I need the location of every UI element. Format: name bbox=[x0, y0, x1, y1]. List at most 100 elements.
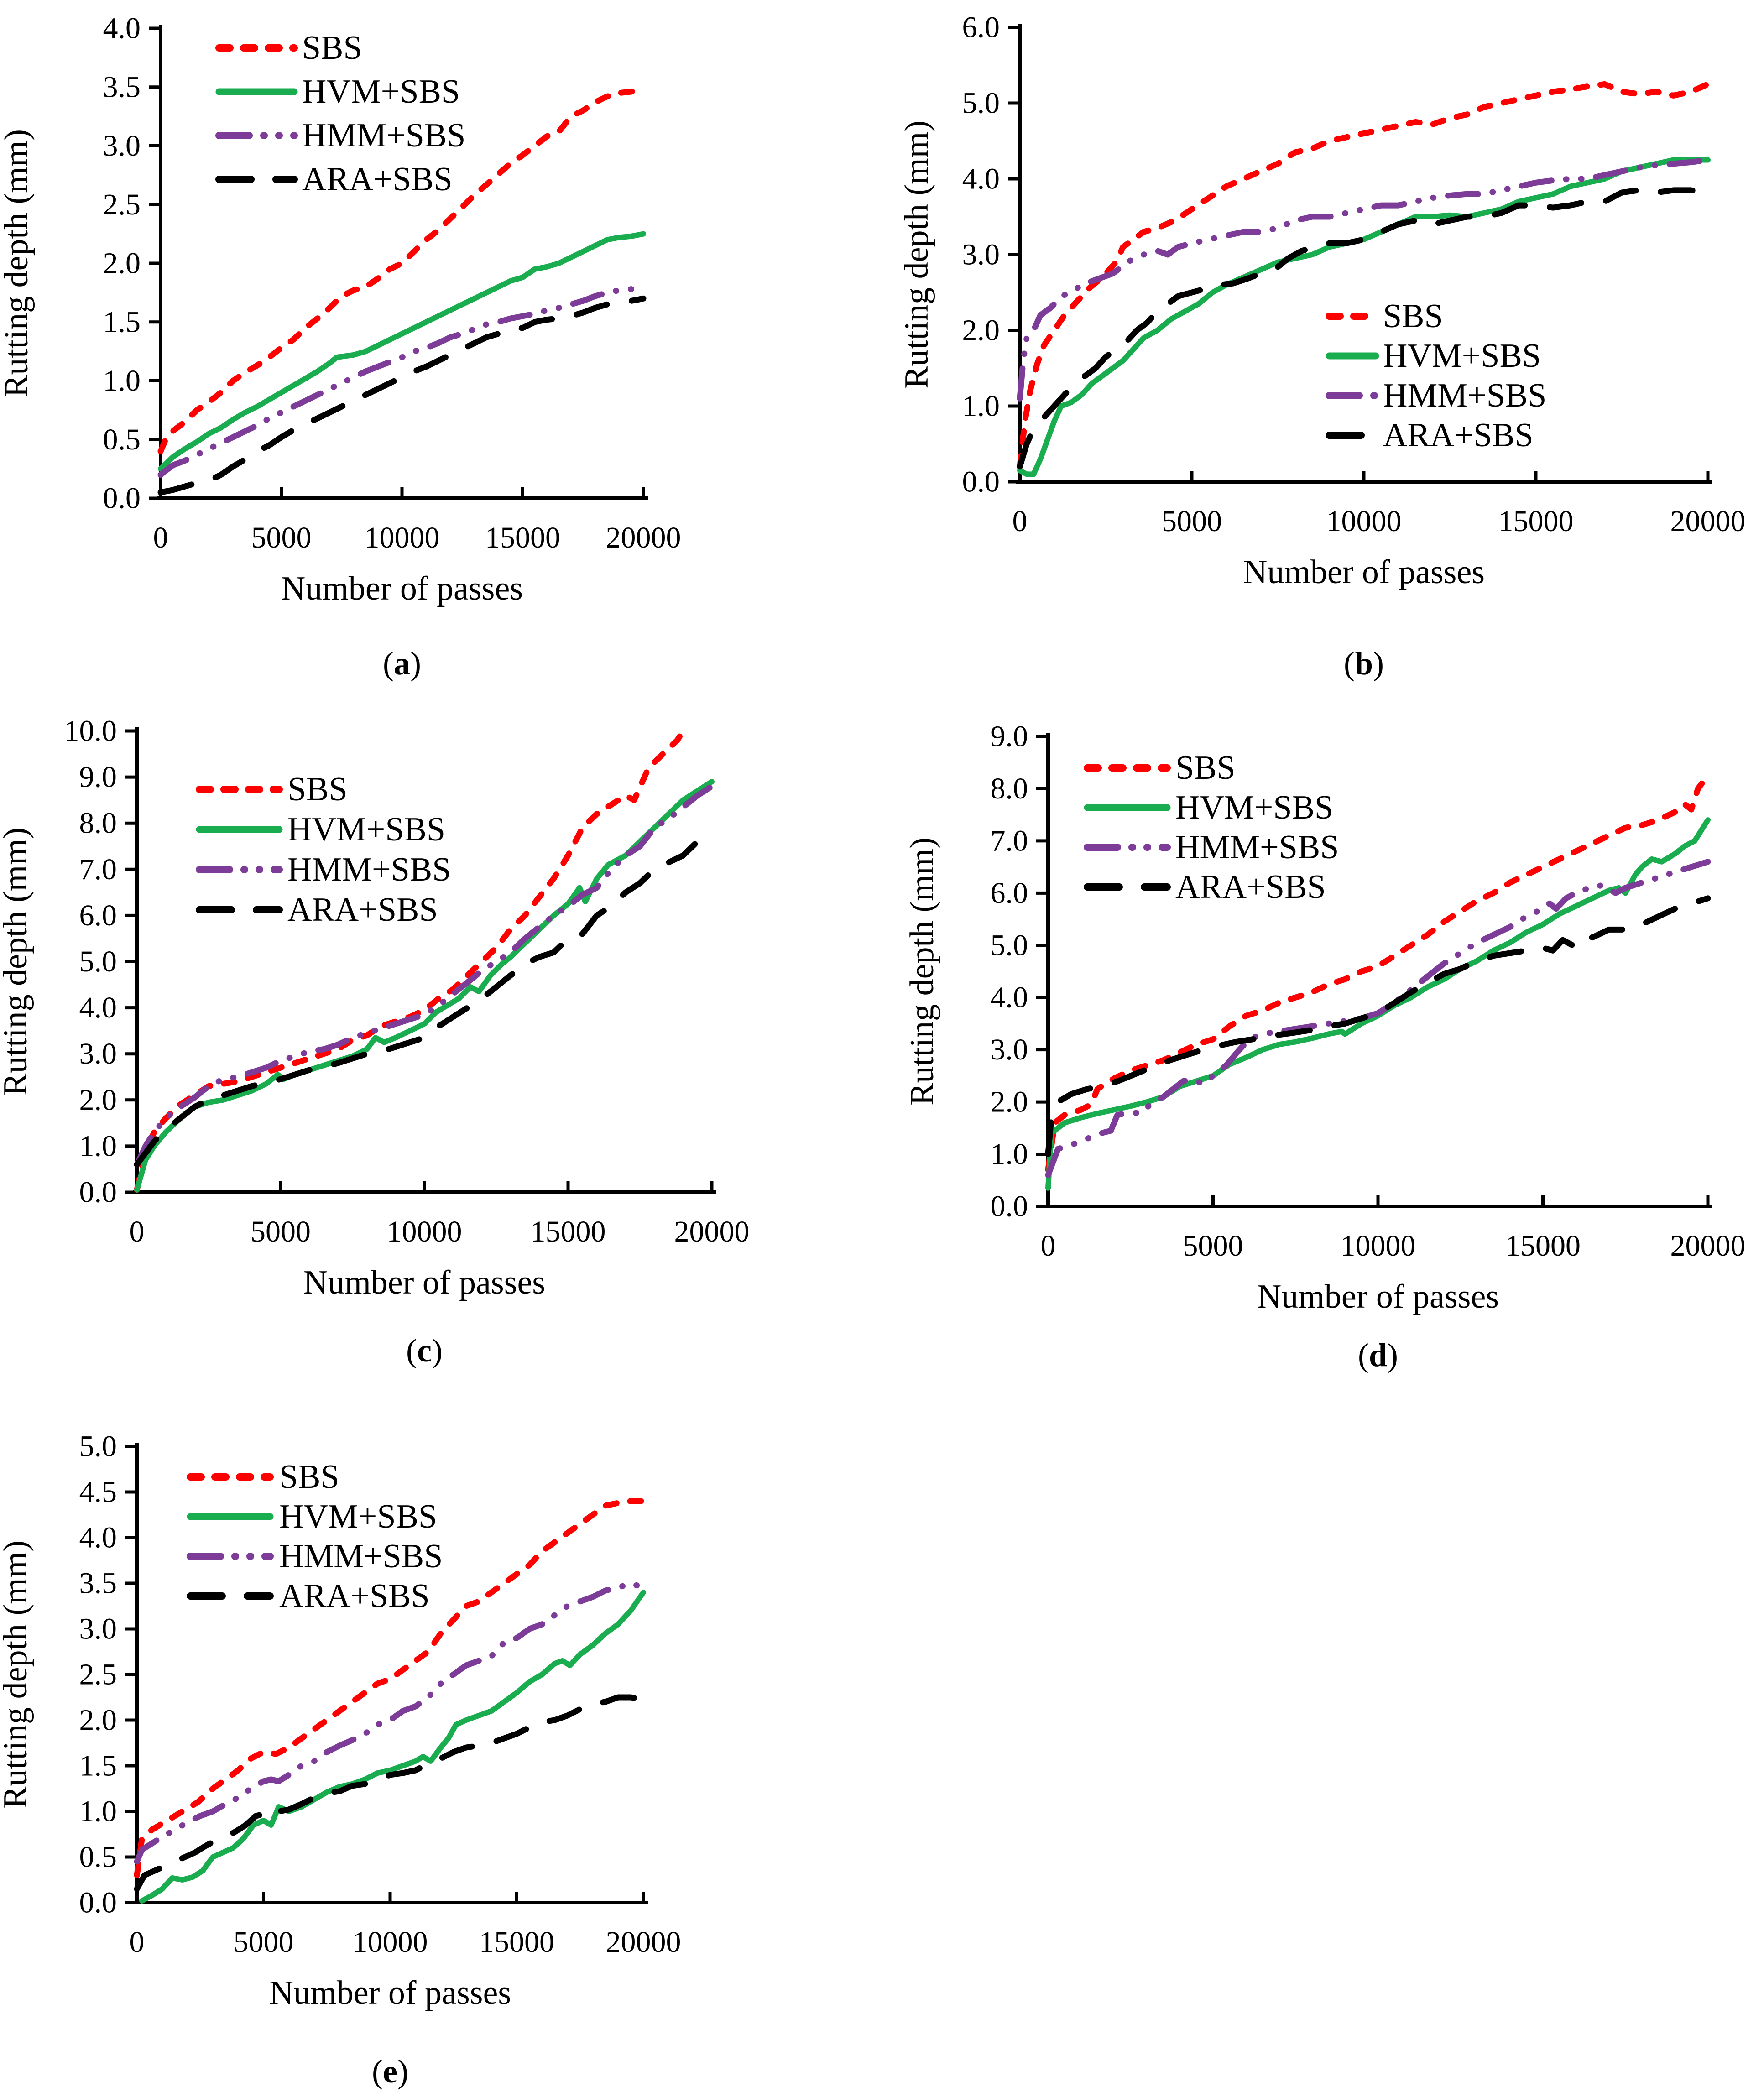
y-axis-title: Rutting depth (mm) bbox=[898, 120, 935, 389]
x-tick-label: 20000 bbox=[1670, 505, 1746, 538]
chart-c-legend-item-hmm: HMM+SBS bbox=[196, 851, 451, 888]
x-tick-label: 20000 bbox=[606, 521, 681, 554]
legend-label: ARA+SBS bbox=[302, 161, 453, 198]
chart-d-series-sbs-line bbox=[1045, 772, 1711, 1173]
chart-d-legend-item-sbs: SBS bbox=[1084, 749, 1236, 787]
chart-d-legend-item-ara: ARA+SBS bbox=[1084, 868, 1326, 906]
x-tick-label: 15000 bbox=[531, 1215, 606, 1248]
x-axis: 0 5000 10000 15000 20000 bbox=[130, 1181, 750, 1248]
y-tick-label: 3.0 bbox=[991, 1033, 1028, 1066]
y-tick-label: 5.0 bbox=[962, 87, 1000, 120]
x-axis-title: Number of passes bbox=[303, 1264, 545, 1301]
chart-a-series-hvm-line bbox=[158, 231, 646, 472]
y-tick-label: 0.0 bbox=[103, 482, 141, 515]
chart-caption: (a) bbox=[383, 645, 421, 682]
y-tick-label: 4.0 bbox=[103, 12, 141, 45]
y-tick-label: 8.0 bbox=[991, 772, 1028, 805]
chart-b-legend-item-ara: ARA+SBS bbox=[1326, 417, 1534, 454]
chart-e-svg: 0.0 0.5 1.0 1.5 2.0 2.5 3.0 3.5 4.0 4.5 5.0 0 5000 10… bbox=[0, 1430, 681, 2090]
chart-a-legend-item-hvm: HVM+SBS bbox=[215, 73, 460, 110]
legend-label: ARA+SBS bbox=[279, 1577, 430, 1615]
y-tick-label: 6.0 bbox=[79, 899, 117, 932]
x-tick-label: 10000 bbox=[1326, 505, 1402, 538]
y-tick-label: 3.0 bbox=[79, 1612, 117, 1646]
x-tick-label: 10000 bbox=[365, 521, 440, 554]
chart-e-legend-item-hmm: HMM+SBS bbox=[187, 1538, 443, 1575]
chart-b-legend-item-hvm: HVM+SBS bbox=[1326, 337, 1541, 375]
legend-label: SBS bbox=[1175, 749, 1236, 787]
chart-d-legend-item-hmm: HMM+SBS bbox=[1084, 829, 1339, 866]
y-tick-label: 9.0 bbox=[991, 720, 1028, 753]
y-tick-label: 0.0 bbox=[962, 465, 1000, 499]
plot-series bbox=[157, 84, 647, 496]
legend-label: HMM+SBS bbox=[287, 851, 451, 888]
y-tick-label: 8.0 bbox=[79, 807, 117, 840]
y-tick-label: 3.5 bbox=[103, 70, 141, 104]
x-tick-label: 0 bbox=[1012, 505, 1028, 538]
y-tick-label: 0.5 bbox=[103, 423, 141, 456]
legend-label: HVM+SBS bbox=[302, 73, 460, 110]
x-axis-title: Number of passes bbox=[1243, 553, 1485, 591]
y-tick-label: 0.0 bbox=[79, 1176, 117, 1209]
chart-e-series-ara-line bbox=[134, 1694, 647, 1892]
x-tick-label: 15000 bbox=[485, 521, 560, 554]
y-tick-label: 0.5 bbox=[79, 1841, 117, 1874]
x-axis: 0 5000 10000 15000 20000 bbox=[153, 487, 681, 554]
chart-c-cell: 0.0 1.0 2.0 3.0 4.0 5.0 6.0 7.0 8.0 9.0 10.0 0 5000 1… bbox=[0, 699, 882, 1398]
x-tick-label: 20000 bbox=[606, 1925, 681, 1959]
y-tick-label: 2.0 bbox=[962, 314, 1000, 347]
chart-d-cell: 0.0 1.0 2.0 3.0 4.0 5.0 6.0 7.0 8.0 9.0 0 5000 10000… bbox=[882, 699, 1764, 1398]
chart-a-cell: 0.0 0.5 1.0 1.5 2.0 2.5 3.0 3.5 4.0 0 5000 10000 150… bbox=[0, 0, 882, 699]
chart-a-series-sbs-line bbox=[157, 84, 647, 454]
y-tick-label: 1.0 bbox=[79, 1129, 117, 1163]
legend-label: HMM+SBS bbox=[302, 117, 465, 154]
x-axis: 0 5000 10000 15000 20000 bbox=[130, 1892, 681, 1959]
chart-d-legend-item-hvm: HVM+SBS bbox=[1084, 789, 1333, 826]
x-tick-label: 15000 bbox=[1505, 1229, 1581, 1262]
x-tick-label: 15000 bbox=[479, 1925, 554, 1959]
chart-b-series-ara-line bbox=[1017, 187, 1711, 470]
x-axis: 0 5000 10000 15000 20000 bbox=[1041, 1195, 1746, 1262]
legend-label: HVM+SBS bbox=[279, 1498, 437, 1535]
chart-c-legend-item-sbs: SBS bbox=[196, 771, 348, 808]
x-tick-label: 5000 bbox=[251, 1215, 311, 1248]
x-tick-label: 20000 bbox=[1670, 1229, 1746, 1262]
chart-a-legend-item-hmm: HMM+SBS bbox=[215, 117, 465, 154]
chart-a-series-ara-line bbox=[157, 295, 647, 496]
chart-c-series-hvm-line bbox=[134, 779, 715, 1193]
chart-e-legend-item-sbs: SBS bbox=[187, 1458, 339, 1496]
x-tick-label: 5000 bbox=[1162, 505, 1222, 538]
chart-b-legend-item-sbs: SBS bbox=[1326, 297, 1443, 335]
chart-d-series-ara-line bbox=[1045, 895, 1711, 1158]
y-tick-label: 3.0 bbox=[962, 238, 1000, 271]
legend-label: HVM+SBS bbox=[1383, 337, 1541, 375]
plot-series bbox=[134, 1498, 647, 1904]
y-tick-label: 4.0 bbox=[962, 162, 1000, 196]
x-tick-label: 0 bbox=[1041, 1229, 1056, 1262]
x-tick-label: 15000 bbox=[1498, 505, 1574, 538]
y-axis: 0.0 1.0 2.0 3.0 4.0 5.0 6.0 bbox=[962, 11, 1020, 499]
legend-label: HVM+SBS bbox=[287, 811, 445, 848]
chart-b-cell: 0.0 1.0 2.0 3.0 4.0 5.0 6.0 0 5000 10000 15000 2000… bbox=[882, 0, 1764, 699]
y-tick-label: 7.0 bbox=[79, 853, 117, 886]
y-tick-label: 5.0 bbox=[79, 1430, 117, 1463]
legend-label: SBS bbox=[1383, 297, 1443, 335]
chart-c-svg: 0.0 1.0 2.0 3.0 4.0 5.0 6.0 7.0 8.0 9.0 10.0 0 5000 1… bbox=[0, 715, 750, 1369]
y-axis: 0.0 0.5 1.0 1.5 2.0 2.5 3.0 3.5 4.0 4.5 5.0 bbox=[79, 1430, 137, 1920]
y-tick-label: 1.0 bbox=[103, 364, 141, 397]
y-tick-label: 1.5 bbox=[79, 1749, 117, 1783]
legend-label: HMM+SBS bbox=[1175, 829, 1339, 866]
y-axis-title: Rutting depth (mm) bbox=[0, 1540, 34, 1809]
chart-d-series-hvm-line bbox=[1045, 817, 1711, 1191]
y-tick-label: 5.0 bbox=[79, 945, 117, 978]
chart-b-legend-item-hmm: HMM+SBS bbox=[1326, 377, 1546, 414]
x-tick-label: 5000 bbox=[1183, 1229, 1243, 1262]
y-tick-label: 1.0 bbox=[962, 390, 1000, 423]
y-tick-label: 2.0 bbox=[79, 1083, 117, 1116]
y-tick-label: 2.0 bbox=[991, 1085, 1028, 1119]
y-axis: 0.0 1.0 2.0 3.0 4.0 5.0 6.0 7.0 8.0 9.0 bbox=[991, 720, 1048, 1223]
